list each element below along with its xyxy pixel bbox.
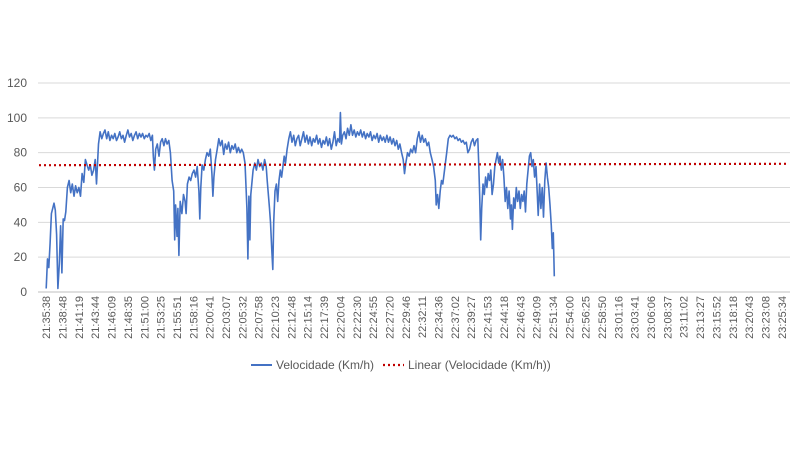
x-tick-label: 21:46:09 [107,296,119,339]
x-tick-label: 21:51:00 [139,296,151,339]
x-tick-label: 21:38:48 [58,296,70,339]
y-tick-label: 40 [14,215,28,229]
legend-label-velocidade: Velocidade (Km/h) [276,358,374,372]
x-tick-label: 23:06:06 [646,296,658,339]
x-axis-ticks: 21:35:38 21:38:48 21:41:19 21:43:44 21:46:09… [41,296,789,339]
x-tick-label: 21:35:38 [41,296,53,339]
y-axis-ticks: 0 20 40 60 80 100 120 [7,76,27,299]
x-tick-label: 22:03:07 [221,296,233,339]
x-tick-label: 22:39:27 [466,296,478,339]
x-tick-label: 23:13:27 [695,296,707,339]
x-tick-label: 21:43:44 [90,296,102,339]
x-tick-label: 22:00:41 [205,296,217,339]
y-tick-label: 80 [14,146,28,160]
x-tick-label: 22:07:58 [254,296,266,339]
series-layer [38,111,790,290]
x-tick-label: 23:11:02 [679,296,691,338]
x-tick-label: 21:55:51 [172,296,184,339]
x-tick-label: 23:03:41 [630,296,642,339]
x-tick-label: 22:15:14 [303,296,315,339]
x-tick-label: 23:15:52 [711,296,723,339]
y-tick-label: 60 [14,181,28,195]
x-tick-label: 22:29:46 [401,296,413,339]
x-tick-label: 21:53:25 [156,296,168,339]
x-tick-label: 23:18:18 [728,296,740,339]
x-tick-label: 22:51:34 [548,296,560,339]
gridlines [38,82,790,293]
x-tick-label: 21:41:19 [74,296,86,339]
x-tick-label: 22:05:32 [237,296,249,339]
x-tick-label: 22:34:36 [434,296,446,339]
x-tick-label: 22:54:00 [564,296,576,339]
x-tick-label: 22:27:20 [384,296,396,339]
x-tick-label: 22:44:18 [499,296,511,339]
x-tick-label: 23:08:37 [662,296,674,339]
x-tick-label: 23:25:34 [777,296,789,339]
legend-label-linear: Linear (Velocidade (Km/h)) [408,358,551,372]
y-tick-label: 120 [7,76,27,90]
x-tick-label: 22:46:43 [515,296,527,339]
legend: Velocidade (Km/h) Linear (Velocidade (Km/… [251,358,551,372]
series-line-linear-trend [38,162,790,167]
x-tick-label: 22:17:39 [319,296,331,339]
y-tick-label: 20 [14,250,28,264]
x-tick-label: 22:32:11 [417,296,429,338]
x-tick-label: 21:48:35 [123,296,135,339]
x-tick-label: 22:41:53 [483,296,495,339]
x-tick-label: 22:49:09 [532,296,544,339]
x-tick-label: 22:12:48 [286,296,298,339]
x-tick-label: 22:22:30 [352,296,364,339]
series-line-velocidade [45,111,556,290]
x-tick-label: 23:20:43 [744,296,756,339]
x-tick-label: 21:58:16 [188,296,200,339]
x-tick-label: 22:10:23 [270,296,282,339]
x-tick-label: 22:37:02 [450,296,462,339]
x-tick-label: 23:23:08 [760,296,772,339]
x-tick-label: 23:01:16 [613,296,625,339]
x-tick-label: 22:56:25 [581,296,593,339]
x-tick-label: 22:20:04 [335,296,347,339]
y-tick-label: 0 [20,285,27,299]
x-tick-label: 22:58:50 [597,296,609,339]
y-tick-label: 100 [7,111,27,125]
x-tick-label: 22:24:55 [368,296,380,339]
